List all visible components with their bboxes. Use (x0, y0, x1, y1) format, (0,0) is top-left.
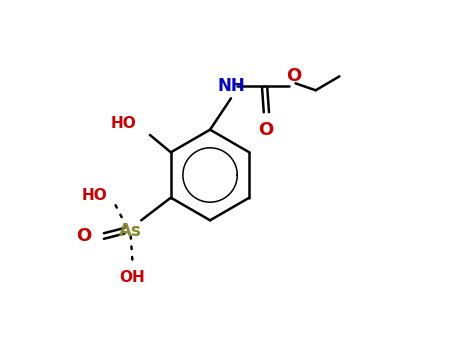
Text: NH: NH (217, 77, 245, 95)
Text: As: As (119, 222, 142, 240)
Text: O: O (258, 121, 273, 139)
Text: O: O (76, 227, 91, 245)
Text: OH: OH (120, 270, 145, 285)
Text: O: O (286, 66, 301, 85)
Text: HO: HO (81, 188, 107, 203)
Text: HO: HO (110, 116, 136, 131)
